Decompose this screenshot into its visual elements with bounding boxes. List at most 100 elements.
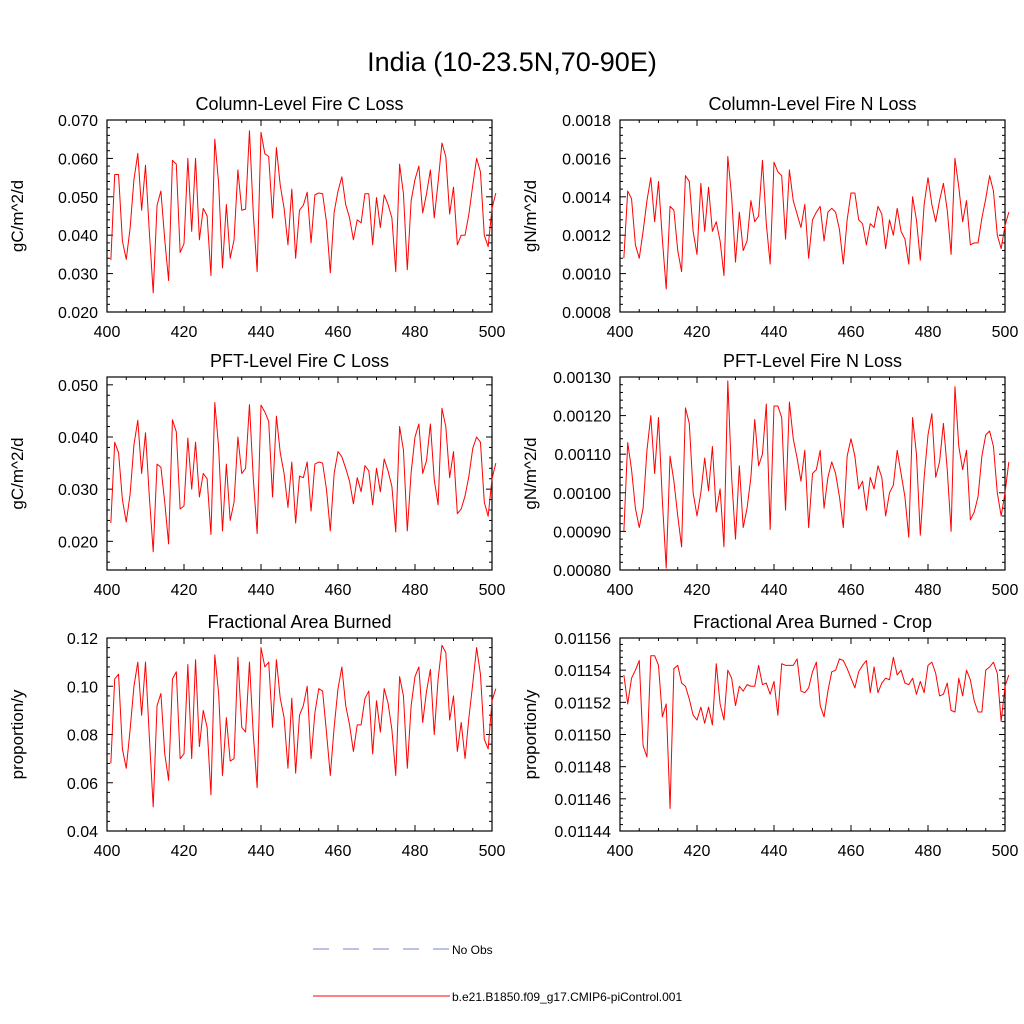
panels: Column-Level Fire C Loss gC/m^2/d 400 420 44… bbox=[8, 94, 1018, 860]
x-tick-label: 420 bbox=[171, 324, 198, 341]
y-tick-label: 0.01150 bbox=[554, 728, 611, 745]
series-line bbox=[110, 402, 497, 553]
y-tick-label: 0.0010 bbox=[562, 267, 611, 284]
y-tick-label: 0.020 bbox=[58, 305, 98, 322]
x-tick-label: 480 bbox=[402, 843, 429, 860]
legend-label-model: b.e21.B1850.f09_g17.CMIP6-piControl.001 bbox=[452, 990, 682, 1004]
series-line bbox=[110, 644, 497, 808]
y-tick-label: 0.06 bbox=[67, 776, 98, 793]
y-tick-label: 0.0008 bbox=[562, 305, 611, 322]
x-tick-label: 460 bbox=[325, 324, 352, 341]
y-tick-label: 0.01152 bbox=[554, 695, 611, 712]
y-tick-label: 0.00110 bbox=[554, 447, 611, 464]
y-tick-label: 0.01148 bbox=[554, 760, 611, 777]
y-tick-label: 0.12 bbox=[67, 631, 98, 648]
y-tick-label: 0.070 bbox=[58, 113, 98, 130]
y-tick-label: 0.050 bbox=[58, 190, 98, 207]
y-tick-label: 0.01146 bbox=[554, 792, 611, 809]
x-tick-label: 440 bbox=[248, 582, 275, 599]
panel-title: Fractional Area Burned - Crop bbox=[693, 612, 932, 632]
y-tick-label: 0.00130 bbox=[553, 370, 611, 387]
chart-panel-5: Fractional Area Burned proportion/y 400 420… bbox=[8, 612, 505, 860]
x-tick-label: 500 bbox=[992, 324, 1019, 341]
x-tick-label: 440 bbox=[248, 843, 275, 860]
x-tick-label: 480 bbox=[915, 843, 942, 860]
x-tick-label: 460 bbox=[838, 843, 865, 860]
x-tick-label: 420 bbox=[171, 843, 198, 860]
chart-panel-4: PFT-Level Fire N Loss gN/m^2/d 400 420 440 46… bbox=[521, 351, 1018, 599]
y-axis-label: gC/m^2/d bbox=[8, 180, 27, 252]
x-tick-label: 420 bbox=[684, 843, 711, 860]
x-tick-label: 400 bbox=[94, 324, 121, 341]
y-tick-label: 0.040 bbox=[58, 228, 98, 245]
panel-title: Fractional Area Burned bbox=[207, 612, 391, 632]
legend: No Obs b.e21.B1850.f09_g17.CMIP6-piContr… bbox=[313, 943, 682, 1004]
y-tick-label: 0.0018 bbox=[562, 113, 611, 130]
y-tick-label: 0.0014 bbox=[562, 190, 611, 207]
figure-title: India (10-23.5N,70-90E) bbox=[367, 47, 657, 77]
x-tick-label: 500 bbox=[479, 843, 506, 860]
x-tick-label: 440 bbox=[761, 324, 788, 341]
x-tick-label: 500 bbox=[992, 582, 1019, 599]
x-tick-label: 400 bbox=[607, 324, 634, 341]
x-tick-label: 480 bbox=[915, 324, 942, 341]
series-line bbox=[110, 130, 497, 294]
y-tick-label: 0.00120 bbox=[553, 409, 611, 426]
y-tick-label: 0.040 bbox=[58, 430, 98, 447]
y-axis-label: gN/m^2/d bbox=[521, 437, 540, 509]
panel-title: Column-Level Fire C Loss bbox=[195, 94, 403, 114]
x-tick-label: 440 bbox=[761, 582, 788, 599]
y-tick-label: 0.04 bbox=[67, 824, 98, 841]
x-tick-label: 480 bbox=[402, 324, 429, 341]
x-tick-label: 440 bbox=[761, 843, 788, 860]
x-tick-label: 500 bbox=[992, 843, 1019, 860]
y-axis-label: gN/m^2/d bbox=[521, 180, 540, 252]
y-tick-label: 0.030 bbox=[58, 267, 98, 284]
x-tick-label: 460 bbox=[325, 582, 352, 599]
y-tick-label: 0.060 bbox=[58, 151, 98, 168]
y-tick-label: 0.030 bbox=[58, 482, 98, 499]
x-tick-label: 420 bbox=[684, 324, 711, 341]
y-tick-label: 0.00090 bbox=[553, 524, 611, 541]
series-line bbox=[623, 655, 1010, 809]
y-tick-label: 0.01156 bbox=[554, 631, 611, 648]
x-tick-label: 440 bbox=[248, 324, 275, 341]
y-tick-label: 0.00080 bbox=[553, 563, 611, 580]
y-tick-label: 0.01154 bbox=[554, 663, 611, 680]
x-tick-label: 460 bbox=[838, 582, 865, 599]
y-tick-label: 0.0016 bbox=[562, 151, 611, 168]
plot-frame bbox=[619, 119, 1006, 313]
series-line bbox=[623, 155, 1010, 290]
y-tick-label: 0.020 bbox=[58, 534, 98, 551]
x-tick-label: 500 bbox=[479, 582, 506, 599]
panel-title: PFT-Level Fire N Loss bbox=[723, 351, 902, 371]
x-tick-label: 480 bbox=[402, 582, 429, 599]
y-tick-label: 0.00100 bbox=[553, 486, 611, 503]
y-tick-label: 0.050 bbox=[58, 378, 98, 395]
x-tick-label: 460 bbox=[838, 324, 865, 341]
chart-panel-6: Fractional Area Burned - Crop proportion/… bbox=[521, 612, 1018, 860]
panel-title: PFT-Level Fire C Loss bbox=[210, 351, 389, 371]
chart-panel-3: PFT-Level Fire C Loss gC/m^2/d 400 420 440 46… bbox=[8, 351, 505, 599]
chart-panel-1: Column-Level Fire C Loss gC/m^2/d 400 420 44… bbox=[8, 94, 505, 341]
y-tick-label: 0.0012 bbox=[562, 228, 611, 245]
y-tick-label: 0.01144 bbox=[554, 824, 611, 841]
chart-panel-2: Column-Level Fire N Loss gN/m^2/d 400 420 44… bbox=[521, 94, 1018, 341]
x-tick-label: 480 bbox=[915, 582, 942, 599]
x-tick-label: 460 bbox=[325, 843, 352, 860]
x-tick-label: 420 bbox=[171, 582, 198, 599]
y-axis-label: gC/m^2/d bbox=[8, 437, 27, 509]
y-axis-label: proportion/y bbox=[521, 689, 540, 779]
x-tick-label: 420 bbox=[684, 582, 711, 599]
x-tick-label: 400 bbox=[94, 843, 121, 860]
x-tick-label: 400 bbox=[94, 582, 121, 599]
series-line bbox=[623, 380, 1010, 569]
x-tick-label: 400 bbox=[607, 582, 634, 599]
x-tick-label: 400 bbox=[607, 843, 634, 860]
y-tick-label: 0.08 bbox=[67, 728, 98, 745]
panel-title: Column-Level Fire N Loss bbox=[708, 94, 916, 114]
y-axis-label: proportion/y bbox=[8, 689, 27, 779]
x-tick-label: 500 bbox=[479, 324, 506, 341]
legend-label-no-obs: No Obs bbox=[452, 943, 493, 957]
